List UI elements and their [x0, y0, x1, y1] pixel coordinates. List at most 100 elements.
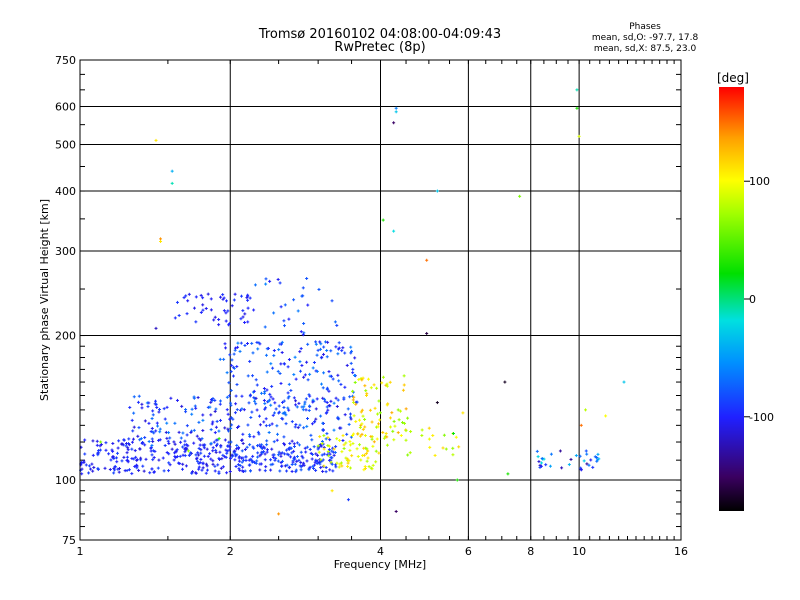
data-point — [353, 356, 357, 360]
data-point — [185, 433, 189, 437]
data-point — [113, 465, 117, 469]
data-point — [270, 447, 274, 451]
data-point — [181, 445, 185, 449]
data-point — [199, 438, 203, 442]
data-point — [250, 410, 254, 414]
data-point — [239, 341, 243, 345]
data-point — [294, 377, 298, 381]
data-point — [272, 440, 276, 444]
data-point — [322, 464, 326, 468]
data-point — [298, 360, 302, 364]
data-point — [143, 443, 147, 447]
data-point — [316, 447, 320, 451]
data-point — [314, 342, 318, 346]
data-point — [352, 401, 356, 405]
data-point — [240, 449, 244, 453]
data-point — [378, 418, 382, 422]
data-point — [127, 443, 131, 447]
data-point — [194, 471, 198, 475]
data-point — [311, 464, 315, 468]
data-point — [150, 443, 154, 447]
data-point — [262, 445, 266, 449]
data-point — [217, 456, 221, 460]
data-point — [91, 469, 95, 473]
data-point — [287, 395, 291, 399]
data-point — [326, 436, 330, 440]
data-point — [427, 426, 431, 430]
data-point — [286, 391, 290, 395]
data-point — [226, 427, 230, 431]
data-point — [396, 408, 400, 412]
data-point — [276, 459, 280, 463]
data-point — [277, 450, 281, 454]
data-point — [333, 451, 337, 455]
data-point — [138, 447, 142, 451]
data-point — [209, 400, 213, 404]
data-point — [187, 449, 191, 453]
data-point — [420, 434, 424, 438]
data-point — [201, 466, 205, 470]
data-point — [120, 459, 124, 463]
data-point — [278, 342, 282, 346]
data-point — [221, 293, 225, 297]
data-point — [139, 437, 143, 441]
data-point — [214, 438, 218, 442]
data-point — [283, 464, 287, 468]
data-point — [235, 383, 239, 387]
data-point — [157, 410, 161, 414]
data-point — [282, 362, 286, 366]
data-point — [361, 376, 365, 380]
data-point — [246, 320, 250, 324]
data-point — [214, 407, 218, 411]
data-point — [247, 458, 251, 462]
data-point — [435, 401, 439, 405]
data-point — [228, 448, 232, 452]
data-point — [92, 465, 96, 469]
data-point — [316, 453, 320, 457]
data-point — [263, 452, 267, 456]
data-point — [329, 374, 333, 378]
data-point — [210, 422, 214, 426]
data-point — [221, 453, 225, 457]
data-point — [251, 460, 255, 464]
data-point — [350, 349, 354, 353]
data-point — [132, 457, 136, 461]
data-point — [243, 447, 247, 451]
data-point — [225, 451, 229, 455]
data-point — [255, 408, 259, 412]
data-point — [337, 341, 341, 345]
data-point — [221, 297, 225, 301]
data-point — [366, 449, 370, 453]
data-point — [140, 402, 144, 406]
data-point — [345, 432, 349, 436]
data-point — [229, 426, 233, 430]
data-point — [173, 421, 177, 425]
data-point — [237, 459, 241, 463]
data-point — [358, 443, 362, 447]
data-point — [265, 388, 269, 392]
data-point — [334, 396, 338, 400]
data-point — [248, 469, 252, 473]
data-point — [428, 445, 432, 449]
data-point — [252, 389, 256, 393]
data-point — [292, 396, 296, 400]
data-point — [317, 287, 321, 291]
y-tick-label: 400 — [55, 185, 76, 198]
data-point — [351, 389, 355, 393]
data-point — [282, 405, 286, 409]
data-point — [321, 469, 325, 473]
data-point — [540, 457, 544, 461]
data-point — [394, 509, 398, 513]
data-point — [312, 360, 316, 364]
data-point — [147, 439, 151, 443]
data-point — [287, 466, 291, 470]
data-point — [267, 431, 271, 435]
data-point — [584, 449, 588, 453]
data-point — [536, 455, 540, 459]
data-point — [136, 400, 140, 404]
data-point — [376, 425, 380, 429]
data-point — [276, 369, 280, 373]
data-point — [197, 446, 201, 450]
data-point — [126, 446, 130, 450]
data-point — [158, 407, 162, 411]
